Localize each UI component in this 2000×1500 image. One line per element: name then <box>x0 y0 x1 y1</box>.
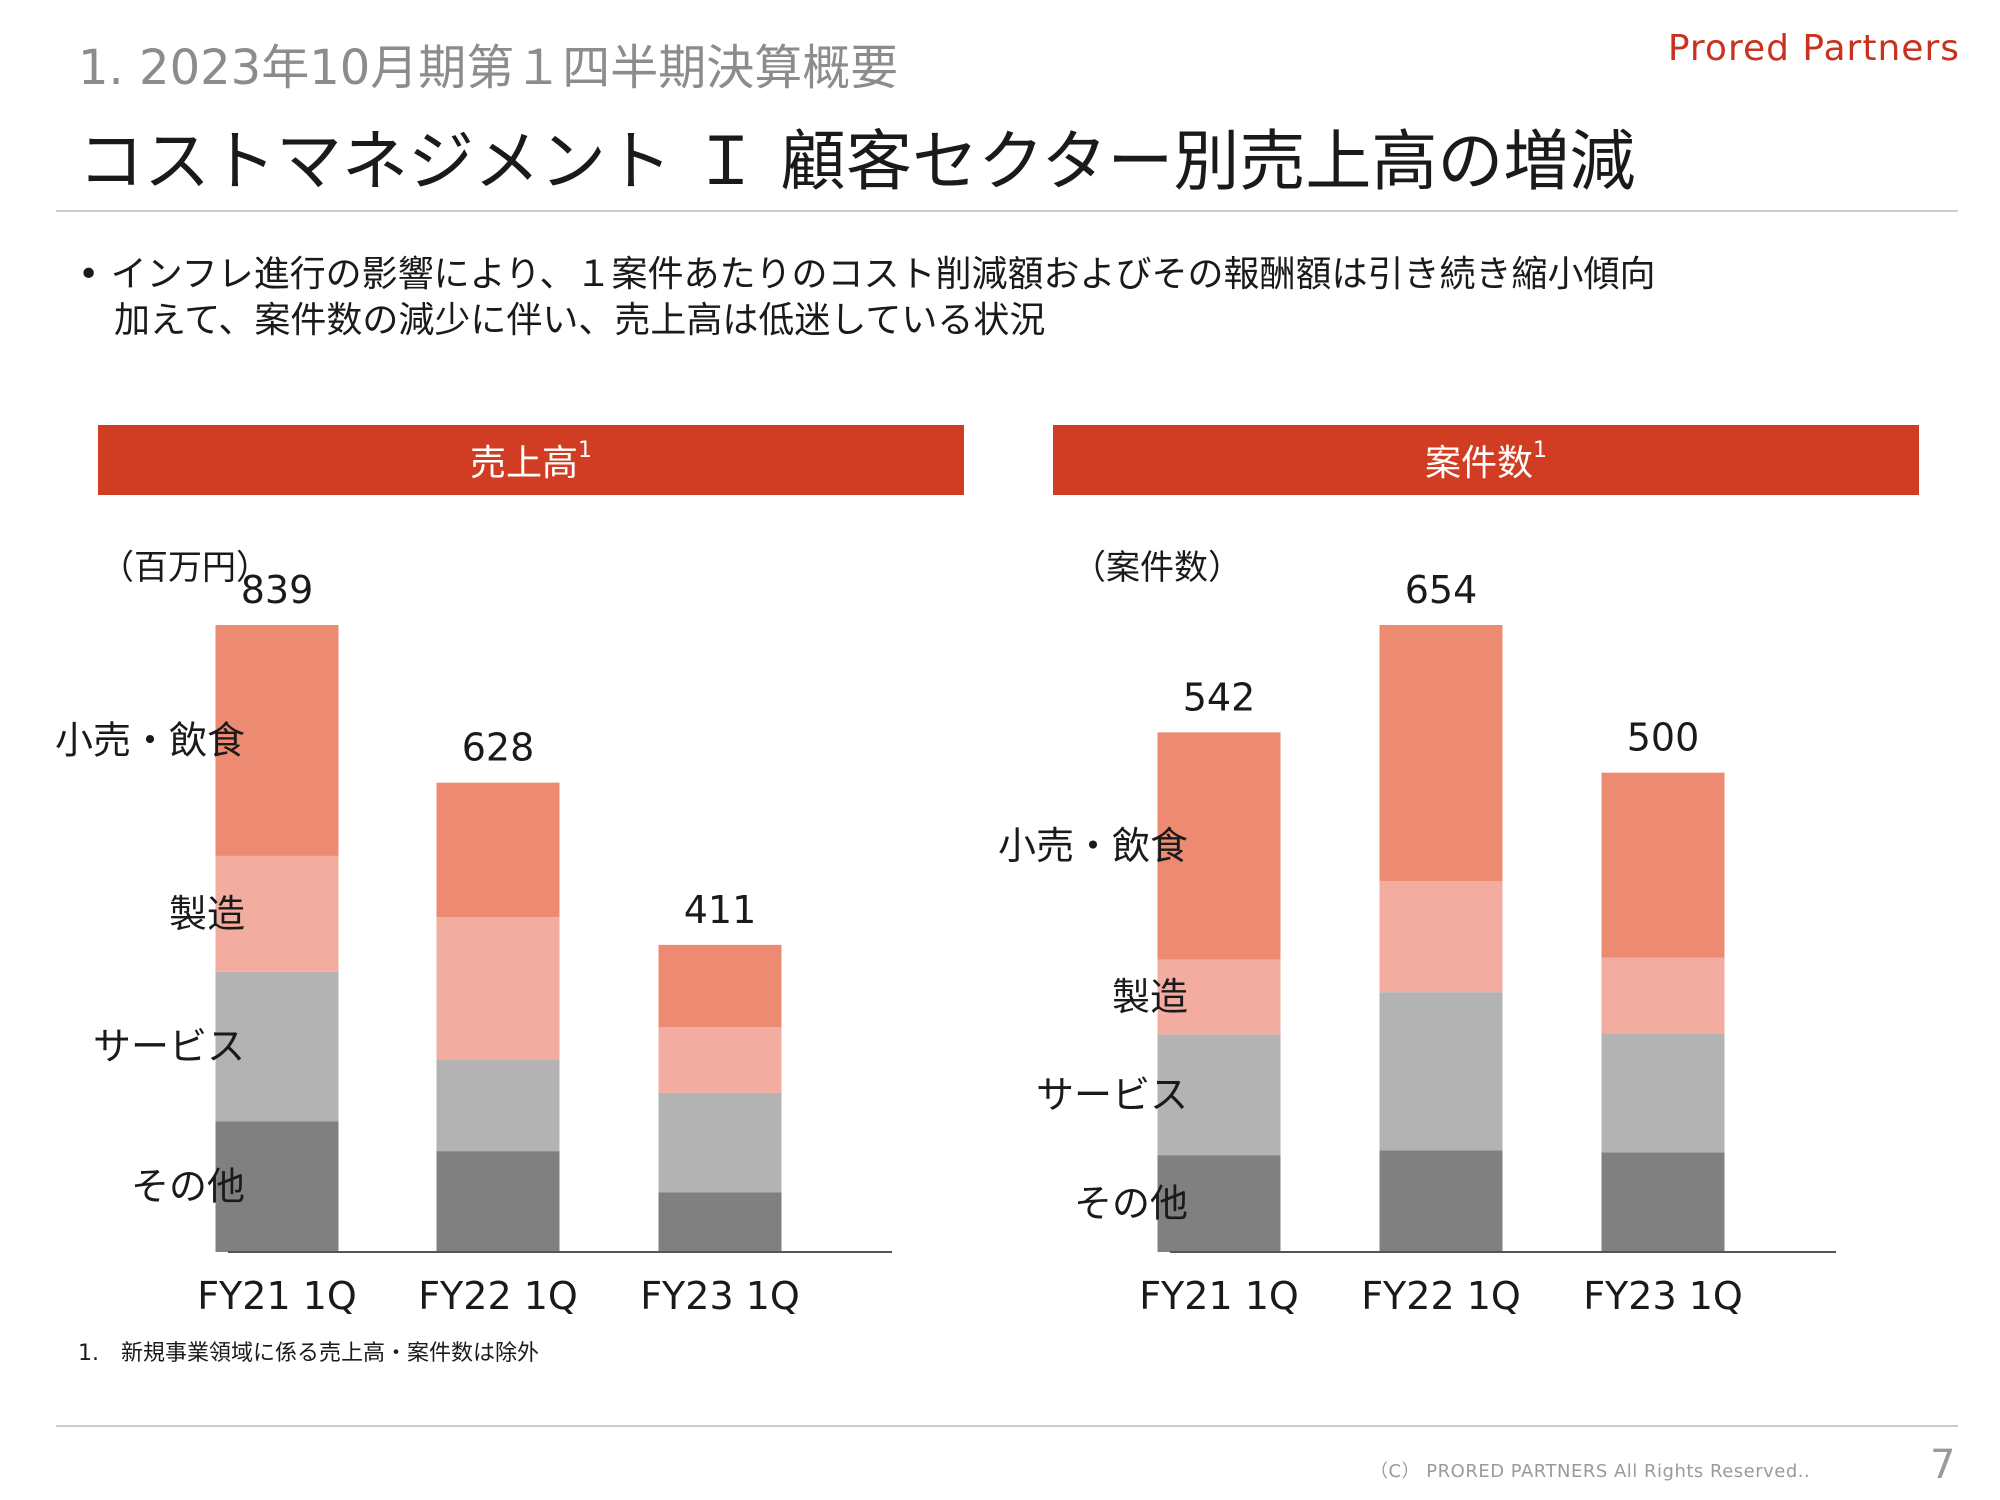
unit-label-sales: （百万円） <box>100 548 270 588</box>
sales-bar-1-seg-manufacturing <box>215 855 339 972</box>
projects-bar-1-seg-other <box>1157 1155 1281 1252</box>
projects-bar-1-seg-retail <box>1157 732 1281 960</box>
sales-bar-1-seg-service <box>215 971 339 1122</box>
brand-logo: Prored Partners <box>1667 28 1960 69</box>
sales-category-label-1: FY21 1Q <box>197 1274 357 1318</box>
sales-bar-3-seg-other <box>658 1192 782 1252</box>
sales-bar-2-seg-manufacturing <box>436 917 560 1060</box>
bullet-line-2: 加えて、案件数の減少に伴い、売上高は低迷している状況 <box>114 300 1046 341</box>
projects-bar-3-seg-service <box>1601 1033 1725 1153</box>
sales-bar-1-seg-retail <box>215 625 339 856</box>
sales-total-label-2: 628 <box>462 726 535 770</box>
sales-bar-1-seg-other <box>215 1121 339 1252</box>
sales-bar-2-seg-retail <box>436 782 560 918</box>
sales-bar-2-seg-service <box>436 1059 560 1152</box>
projects-series-label-service: サービス <box>1036 1073 1188 1117</box>
projects-total-label-1: 542 <box>1183 675 1256 719</box>
sales-series-label-service: サービス <box>93 1024 245 1068</box>
projects-bar-2-seg-manufacturing <box>1379 880 1503 993</box>
unit-label-projects: （案件数） <box>1072 548 1242 588</box>
page-title: コストマネジメント Ｉ 顧客セクター別売上高の増減 <box>78 123 1636 200</box>
copyright: （C） PRORED PARTNERS All Rights Reserved.… <box>1370 1461 1811 1482</box>
sales-total-label-3: 411 <box>684 888 757 932</box>
projects-series-label-manufacturing: 製造 <box>1112 975 1188 1019</box>
projects-bar-3-seg-manufacturing <box>1601 957 1725 1034</box>
sales-series-label-other: その他 <box>131 1165 245 1209</box>
projects-total-label-3: 500 <box>1627 716 1700 760</box>
title-divider <box>56 210 1958 212</box>
bullet-line-1: • インフレ進行の影響により、１案件あたりのコスト削減額およびその報酬額は引き続… <box>78 254 1656 295</box>
panel-header-projects: 案件数 1 <box>1053 425 1919 495</box>
page-number: 7 <box>1930 1442 1956 1488</box>
projects-category-label-1: FY21 1Q <box>1139 1274 1299 1318</box>
footnote: 1. 新規事業領域に係る売上高・案件数は除外 <box>78 1341 539 1366</box>
sales-bar-3-seg-service <box>658 1092 782 1193</box>
section-heading: 1. 2023年10月期第１四半期決算概要 <box>78 40 899 96</box>
panel-header-sales-label: 売上高 <box>469 443 578 484</box>
projects-series-label-retail: 小売・飲食 <box>998 824 1188 868</box>
projects-bar-3-seg-retail <box>1601 772 1725 958</box>
projects-category-label-3: FY23 1Q <box>1583 1274 1743 1318</box>
projects-bar-2-seg-service <box>1379 992 1503 1151</box>
projects-total-label-2: 654 <box>1405 568 1478 612</box>
sales-total-label-1: 839 <box>241 568 314 612</box>
projects-bar-2-seg-retail <box>1379 625 1503 881</box>
panel-header-projects-label: 案件数 <box>1424 443 1533 484</box>
panel-header-projects-sup: 1 <box>1533 437 1547 463</box>
projects-bar-1-seg-service <box>1157 1034 1281 1156</box>
projects-bar-3-seg-other <box>1601 1152 1725 1252</box>
projects-category-label-2: FY22 1Q <box>1361 1274 1521 1318</box>
footer-divider <box>56 1425 1958 1427</box>
projects-bar-2-seg-other <box>1379 1150 1503 1252</box>
panel-header-sales-sup: 1 <box>578 437 592 463</box>
sales-category-label-2: FY22 1Q <box>418 1274 578 1318</box>
projects-series-label-other: その他 <box>1074 1182 1188 1226</box>
sales-bar-2-seg-other <box>436 1151 560 1252</box>
sales-category-label-3: FY23 1Q <box>640 1274 800 1318</box>
sales-series-label-manufacturing: 製造 <box>169 892 245 936</box>
panel-header-sales: 売上高 1 <box>98 425 964 495</box>
sales-series-label-retail: 小売・飲食 <box>55 718 245 762</box>
sales-bar-3-seg-retail <box>658 944 782 1028</box>
sales-bar-3-seg-manufacturing <box>658 1027 782 1093</box>
projects-bar-1-seg-manufacturing <box>1157 959 1281 1035</box>
